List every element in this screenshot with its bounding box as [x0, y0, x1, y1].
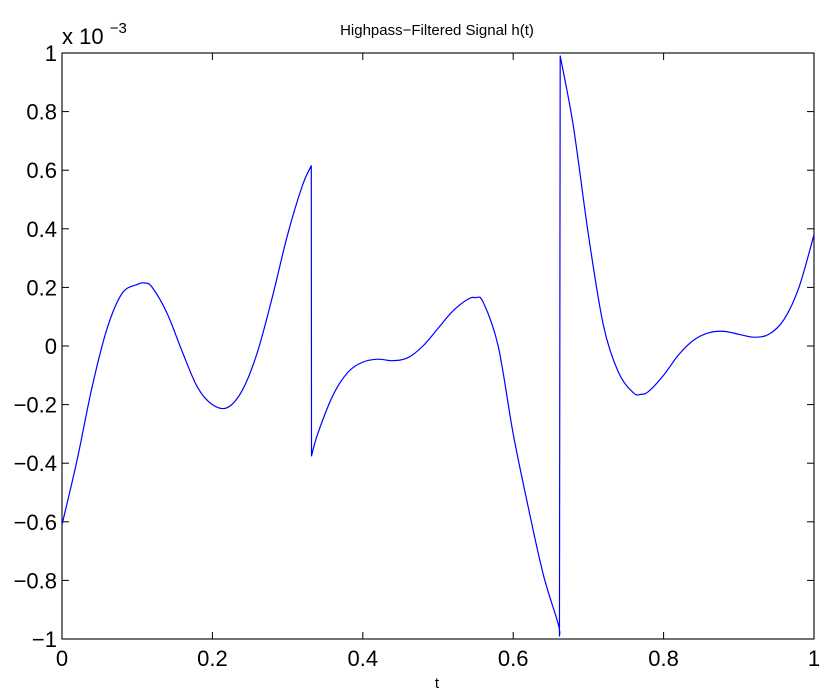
chart-title: Highpass−Filtered Signal h(t): [340, 22, 534, 39]
plot-frame: [61, 52, 815, 640]
y-tick-label: 0: [45, 334, 57, 359]
x-axis-ticks: 0 0.2 0.4 0.6 0.8 1: [56, 53, 820, 671]
series-line: [61, 55, 815, 637]
x-tick-label: 1: [808, 646, 820, 671]
x-tick-label: 0.6: [498, 646, 529, 671]
x-tick-label: 0: [56, 646, 68, 671]
series-layer: [61, 55, 815, 637]
y-tick-label: −0.2: [14, 393, 57, 418]
y-axis-multiplier-exponent: −3: [110, 20, 127, 37]
y-tick-label: −1: [32, 627, 57, 652]
x-tick-label: 0.4: [348, 646, 379, 671]
x-tick-label: 0.8: [648, 646, 679, 671]
x-axis-label: t: [435, 675, 440, 692]
y-tick-label: 1: [45, 41, 57, 66]
plot-area-box: [61, 52, 815, 640]
y-tick-label: 0.2: [26, 275, 57, 300]
y-tick-label: −0.8: [14, 568, 57, 593]
x-tick-label: 0.2: [197, 646, 228, 671]
y-axis-ticks: −1 −0.8 −0.6 −0.4 −0.2 0 0.2 0.4 0.6 0.8 1: [14, 41, 814, 652]
y-tick-label: −0.6: [14, 510, 57, 535]
y-tick-label: 0.6: [26, 158, 57, 183]
y-tick-label: −0.4: [14, 451, 57, 476]
y-axis-multiplier: x 10 −3: [62, 20, 127, 49]
y-tick-label: 0.8: [26, 100, 57, 125]
y-tick-label: 0.4: [26, 217, 57, 242]
y-axis-multiplier-base: x 10: [62, 24, 104, 49]
